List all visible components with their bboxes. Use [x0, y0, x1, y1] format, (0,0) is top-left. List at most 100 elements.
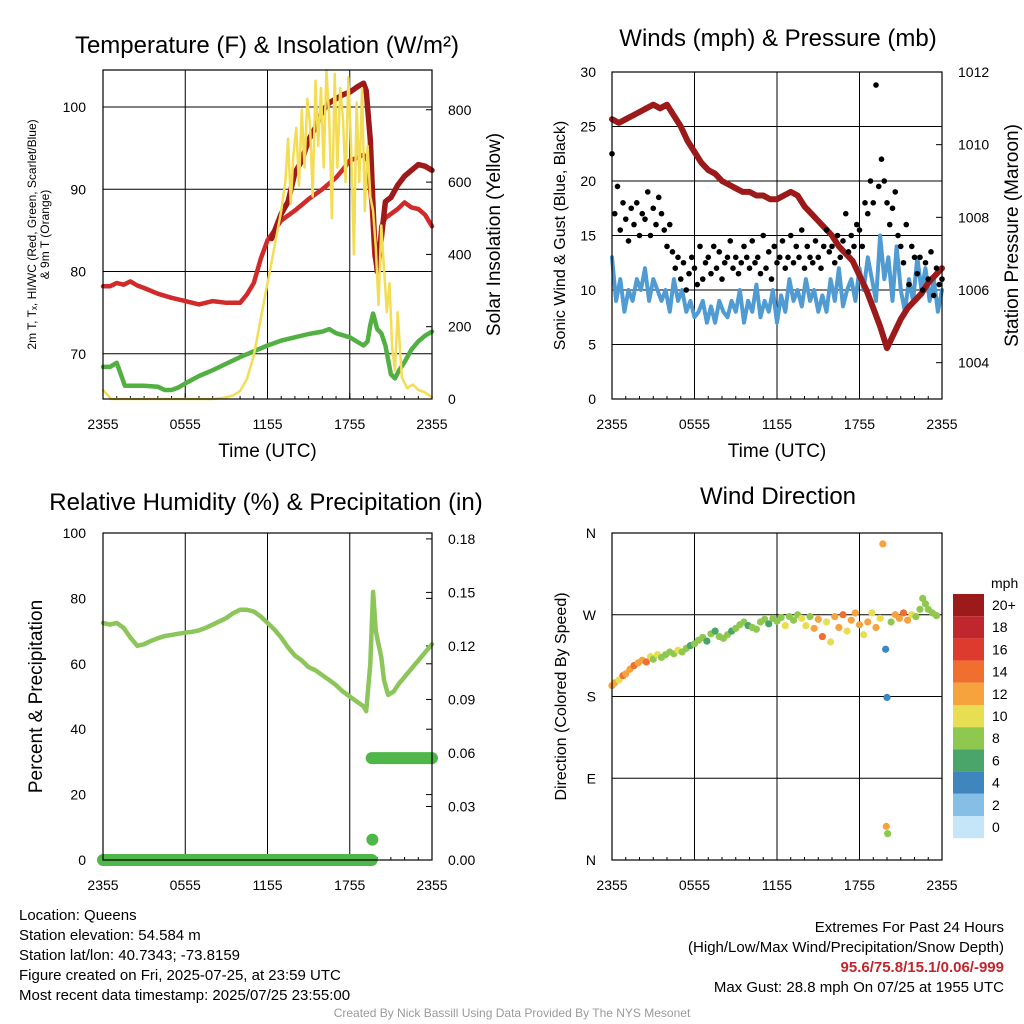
- x-tick-label: 2355: [416, 416, 447, 432]
- y2-tick-label: 1008: [958, 209, 989, 225]
- gust-point: [614, 183, 621, 190]
- x-tick-label: 0555: [170, 416, 201, 432]
- x-tick-label: 1755: [844, 877, 875, 893]
- gust-point: [622, 216, 629, 222]
- gust-point: [710, 243, 717, 250]
- chart-title: Wind Direction: [700, 483, 856, 510]
- gust-point: [776, 254, 783, 261]
- direction-point: [882, 822, 890, 830]
- direction-point: [827, 638, 835, 646]
- gust-point: [914, 270, 921, 277]
- y-axis-label-line: & 9m T (Orange): [38, 190, 52, 280]
- gust-point: [658, 210, 665, 217]
- gust-point: [917, 254, 923, 261]
- y-tick-label: 25: [580, 119, 596, 135]
- gust-point: [884, 200, 890, 206]
- rh-line: [100, 589, 435, 714]
- x-tick-label: 1755: [844, 416, 875, 432]
- direction-point: [765, 620, 773, 628]
- gust-point: [743, 254, 750, 261]
- gust-point: [864, 210, 871, 217]
- wind-speed-line: [610, 233, 944, 325]
- legend-label: 8: [992, 730, 1000, 746]
- gust-point: [669, 249, 676, 255]
- legend-label: 2: [992, 797, 1000, 813]
- gust-point: [708, 270, 714, 277]
- gust-point: [771, 243, 778, 250]
- gust-point: [933, 265, 940, 272]
- temp-panel: 2355 0555 1155 1755 2355 70 80 90 100 0 200 400 600 8…: [25, 32, 505, 462]
- gust-point: [628, 205, 635, 212]
- legend-swatch: [953, 638, 984, 661]
- legend-swatch: [953, 749, 984, 772]
- insolation-line: [101, 68, 434, 401]
- x-axis-label: Time (UTC): [218, 441, 317, 462]
- extremes-values: 95.6/75.8/15.1/0.06/-999: [840, 959, 1004, 976]
- gust-point: [867, 178, 874, 184]
- latlon-text: Station lat/lon: 40.7343; -73.8159: [19, 947, 241, 964]
- gust-point: [763, 265, 769, 272]
- legend-label: 18: [992, 619, 1008, 635]
- gust-point: [853, 221, 860, 228]
- extremes-title: Extremes For Past 24 Hours: [814, 919, 1004, 936]
- gust-point: [903, 221, 910, 228]
- y-tick-label: 70: [70, 346, 86, 362]
- gust-point: [752, 259, 758, 266]
- gust-point: [919, 287, 926, 293]
- temperature-line: [100, 152, 435, 307]
- y-tick-label: 30: [580, 64, 596, 80]
- x-tick-label: 0555: [679, 877, 710, 893]
- legend-swatch: [953, 660, 984, 683]
- y-tick-label: 15: [580, 228, 596, 244]
- gust-point: [823, 227, 830, 233]
- direction-point: [876, 614, 884, 622]
- y2-tick-label: 1010: [958, 137, 989, 153]
- gust-point: [611, 210, 618, 217]
- direction-point: [642, 658, 650, 666]
- y-tick-label: 10: [580, 282, 596, 298]
- gust-point: [664, 243, 670, 250]
- gust-point: [820, 243, 827, 250]
- y-axis-label: Percent & Precipitation: [26, 600, 47, 793]
- y-tick-label: E: [587, 770, 596, 786]
- gust-point: [873, 82, 879, 88]
- direction-point: [879, 540, 887, 548]
- x-tick-label: 0555: [679, 416, 710, 432]
- x-tick-label: 2355: [87, 877, 118, 893]
- y-tick-label: W: [583, 607, 597, 623]
- plot-border: [611, 71, 943, 400]
- y-tick-label: 80: [70, 264, 86, 280]
- direction-point: [883, 693, 891, 702]
- direction-point: [872, 623, 880, 632]
- direction-point: [752, 625, 760, 633]
- gust-point: [790, 259, 797, 266]
- gust-point: [721, 259, 728, 266]
- direction-point: [884, 830, 892, 838]
- chart-title: Winds (mph) & Pressure (mb): [619, 25, 936, 52]
- direction-point: [887, 618, 895, 626]
- y-tick-label: 100: [63, 99, 87, 115]
- direction-point: [814, 615, 822, 623]
- y2-tick-label: 1004: [958, 355, 989, 371]
- gust-point: [818, 265, 824, 272]
- direction-point: [919, 594, 927, 603]
- y2-tick-label: 800: [448, 102, 472, 118]
- legend-label: 0: [992, 819, 1000, 835]
- gust-point: [732, 254, 739, 261]
- direction-point: [860, 631, 868, 639]
- x-tick-label: 0555: [170, 877, 201, 893]
- extremes-description: (High/Low/Max Wind/Precipitation/Snow De…: [688, 939, 1004, 956]
- direction-point: [916, 605, 924, 613]
- x-tick-label: 2355: [926, 416, 957, 432]
- gust-point: [787, 232, 794, 239]
- gust-point: [842, 210, 849, 217]
- gust-point: [633, 200, 640, 206]
- gust-point: [815, 254, 822, 261]
- x-tick-label: 2355: [87, 416, 118, 432]
- y2-tick-label: 0.00: [448, 852, 475, 868]
- gust-point: [807, 254, 813, 261]
- x-tick-label: 2355: [596, 416, 627, 432]
- y-axis-label: Direction (Colored By Speed): [553, 592, 570, 800]
- gust-point: [746, 265, 753, 272]
